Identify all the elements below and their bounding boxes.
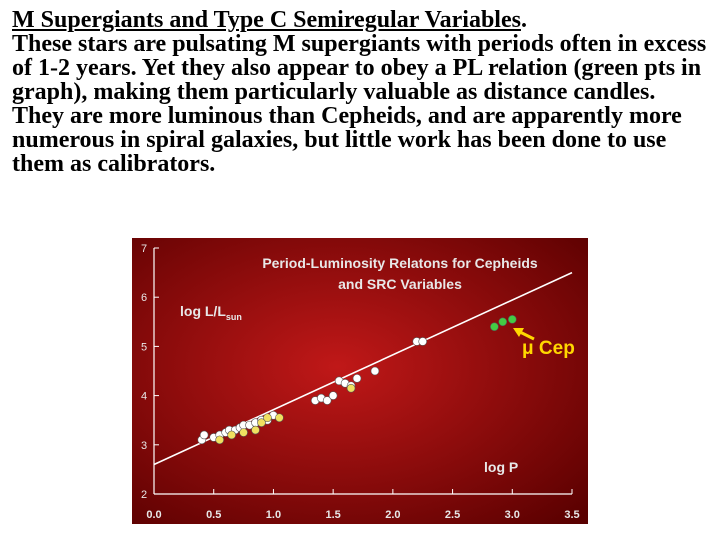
data-point	[322, 396, 332, 405]
data-point	[251, 425, 260, 435]
data-point	[498, 317, 508, 327]
chart-title-line1: Period-Luminosity Relatons for Cepheids	[262, 255, 538, 271]
chart-title-line2: and SRC Variables	[338, 276, 462, 292]
x-tick-label: 0.5	[206, 509, 221, 521]
pl-chart-svg: Period-Luminosity Relatons for Cepheids …	[132, 238, 588, 524]
data-point	[227, 430, 236, 440]
y-tick-label: 6	[141, 292, 147, 304]
x-tick-label: 2.0	[385, 509, 400, 521]
mu-cep-annotation: μ Cep	[522, 338, 575, 359]
data-point	[215, 435, 224, 445]
x-tick-label: 3.0	[505, 509, 520, 521]
text-block: M Supergiants and Type C Semiregular Var…	[12, 8, 712, 176]
x-tick-label: 2.5	[445, 509, 460, 521]
data-point	[490, 322, 499, 332]
data-point	[507, 315, 517, 324]
data-point	[352, 374, 362, 383]
axes: 2 3 4 5 6 7 0.0 0.5 1.0 1.5 2.0 2.5 3.0 3.5	[141, 243, 580, 521]
body-paragraph: These stars are pulsating M supergiants …	[12, 31, 707, 177]
x-tick-label: 3.5	[564, 509, 579, 521]
data-point	[263, 413, 272, 423]
y-axis-label-main: log L/L	[180, 303, 226, 319]
data-point	[239, 428, 248, 437]
heading-title: M Supergiants and Type C Semiregular Var…	[12, 7, 521, 33]
y-tick-label: 4	[141, 391, 147, 403]
pl-chart: Period-Luminosity Relatons for Cepheids …	[132, 238, 588, 524]
mu-cep-arrow	[519, 330, 535, 341]
x-tick-label: 1.0	[266, 509, 281, 521]
x-axis-label: log P	[484, 459, 518, 475]
x-tick-label: 1.5	[325, 509, 340, 521]
data-marks	[153, 271, 573, 466]
x-tick-label: 0.0	[146, 509, 161, 521]
y-tick-label: 3	[141, 440, 147, 452]
heading-title-period: .	[520, 7, 527, 33]
data-point	[199, 430, 209, 440]
y-tick-label: 5	[141, 341, 147, 353]
y-tick-label: 2	[141, 489, 147, 501]
mu-cep-arrowhead	[513, 328, 524, 337]
y-axis-label: log L/Lsun	[180, 303, 242, 322]
data-point	[328, 391, 338, 400]
y-axis-label-sub: sun	[226, 312, 242, 322]
data-point	[275, 413, 284, 423]
data-point	[370, 366, 380, 376]
data-point	[257, 418, 266, 427]
data-point	[346, 383, 356, 393]
data-point	[418, 337, 428, 346]
y-tick-label: 7	[141, 243, 147, 255]
